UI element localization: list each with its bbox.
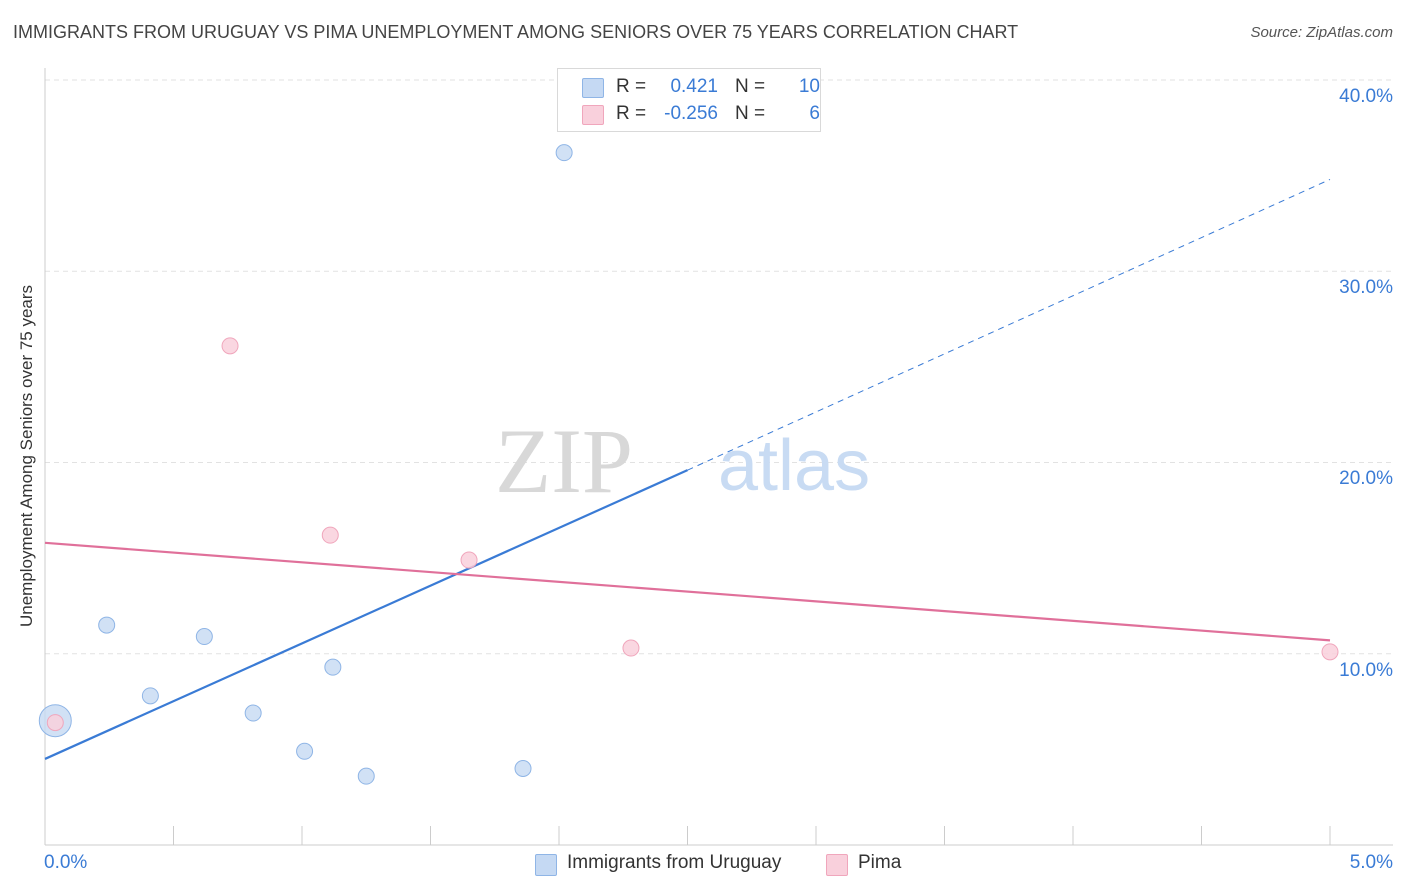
legend-r-label: R =: [616, 76, 647, 97]
uruguay-point-6: [324, 658, 342, 676]
legend-n-label: N =: [735, 103, 766, 124]
uruguay-point-1: [98, 616, 116, 634]
legend-swatch-uruguay: [582, 78, 604, 98]
watermark-atlas: atlas: [718, 426, 870, 506]
bottom-legend-label-pima: Pima: [858, 852, 902, 873]
legend-r-value: -0.256: [664, 103, 718, 124]
y-tick-label-20: 20.0%: [1339, 468, 1393, 489]
uruguay-point-7: [357, 767, 375, 785]
trend-lines: [44, 178, 1331, 760]
uruguay-point-8: [514, 760, 532, 777]
pima-point-0: [46, 714, 64, 732]
watermark-zip: ZIP: [495, 410, 633, 512]
trend-line-pima: [44, 541, 1331, 642]
legend-n-label: N =: [735, 76, 766, 97]
legend-r-value: 0.421: [670, 76, 718, 97]
source-credit: Source: ZipAtlas.com: [1250, 24, 1393, 41]
correlation-legend: R = 0.421 N = 10 R = -0.256 N = 6: [557, 68, 821, 132]
uruguay-point-4: [244, 704, 262, 722]
gridlines: [45, 79, 1393, 655]
data-points: [38, 144, 1339, 785]
bottom-legend-swatch-uruguay: [535, 854, 557, 876]
legend-n-value: 6: [809, 103, 820, 124]
pima-point-2: [321, 526, 339, 544]
legend-r-label: R =: [616, 103, 647, 124]
bottom-legend-label-uruguay: Immigrants from Uruguay: [567, 852, 782, 873]
uruguay-point-5: [296, 742, 314, 760]
y-tick-label-10: 10.0%: [1339, 660, 1393, 681]
uruguay-point-3: [195, 628, 213, 646]
pima-point-1: [221, 337, 239, 355]
legend-swatch-pima: [582, 105, 604, 125]
trend-line-uruguay-extension: [687, 178, 1331, 471]
watermark: ZIP atlas: [495, 410, 870, 512]
bottom-legend-swatch-pima: [826, 854, 848, 876]
x-tick-label-max: 5.0%: [1349, 852, 1393, 873]
x-tick-label-min: 0.0%: [44, 852, 88, 873]
uruguay-point-9: [555, 144, 573, 162]
trend-line-uruguay: [44, 469, 688, 760]
pima-point-5: [1321, 643, 1339, 661]
y-tick-label-30: 30.0%: [1339, 277, 1393, 298]
y-tick-label-40: 40.0%: [1339, 86, 1393, 107]
pima-point-3: [460, 551, 478, 569]
uruguay-point-2: [141, 687, 159, 705]
legend-n-value: 10: [798, 76, 820, 97]
pima-point-4: [622, 639, 640, 657]
chart-title: IMMIGRANTS FROM URUGUAY VS PIMA UNEMPLOY…: [13, 22, 1019, 42]
